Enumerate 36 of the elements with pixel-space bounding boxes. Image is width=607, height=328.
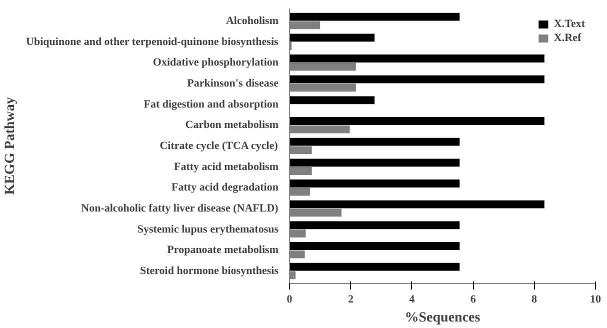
- legend-label: X.Ref: [554, 32, 582, 44]
- y-tick-label: Fatty acid metabolism: [174, 160, 278, 173]
- bar: [290, 221, 460, 230]
- bar: [290, 262, 460, 271]
- x-tick-label: 8: [532, 294, 538, 306]
- x-tick-label: 6: [470, 294, 476, 306]
- legend-label: X.Text: [554, 18, 585, 30]
- bar: [290, 12, 460, 21]
- y-tick-label: Fatty acid degradation: [172, 182, 279, 194]
- x-axis-title: %Sequences: [404, 310, 481, 326]
- y-tick-label: Oxidative phosphorylation: [152, 56, 278, 69]
- bar: [290, 242, 460, 250]
- bar: [290, 96, 375, 104]
- y-axis-title: KEGG Pathway: [3, 97, 18, 195]
- y-tick-label: Alcoholism: [226, 15, 279, 27]
- x-tick-label: 0: [286, 294, 293, 306]
- y-tick-label: Ubiquinone and other terpenoid-quinone biosynthesis: [26, 36, 280, 48]
- x-tick-label: 4: [409, 294, 416, 306]
- bar: [290, 117, 544, 125]
- x-tick-label: 2: [348, 294, 354, 306]
- bar: [290, 180, 460, 188]
- y-tick-label: Carbon metabolism: [185, 119, 279, 132]
- x-tick-label: 10: [590, 294, 602, 306]
- bar: [290, 138, 460, 146]
- bar: [290, 54, 544, 62]
- y-tick-label: Fat digestion and absorption: [144, 98, 279, 110]
- y-tick-label: Systemic lupus erythematosus: [137, 223, 280, 236]
- y-tick-label: Propanoate metabolism: [167, 244, 279, 256]
- bar: [290, 158, 460, 167]
- bar: [290, 75, 544, 84]
- y-tick-label: Citrate cycle (TCA cycle): [160, 140, 278, 152]
- y-tick-label: Non-alcoholic fatty liver disease (NAFLD): [81, 202, 279, 214]
- bar: [290, 200, 544, 208]
- bar: [290, 34, 375, 42]
- y-tick-label: Steroid hormone biosynthesis: [140, 265, 280, 277]
- y-tick-label: Parkinson's disease: [187, 78, 279, 90]
